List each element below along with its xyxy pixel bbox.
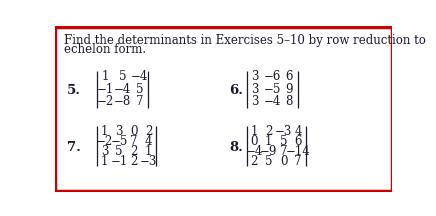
Text: 2: 2 bbox=[265, 125, 272, 138]
Text: 6.: 6. bbox=[229, 84, 243, 97]
Text: 7.: 7. bbox=[67, 141, 81, 154]
Text: 1: 1 bbox=[265, 135, 272, 148]
Text: 2: 2 bbox=[130, 155, 138, 168]
Text: 1: 1 bbox=[145, 145, 152, 157]
Text: 5: 5 bbox=[280, 135, 287, 148]
Text: −3: −3 bbox=[140, 155, 157, 168]
Text: −3: −3 bbox=[275, 125, 292, 138]
Text: −14: −14 bbox=[286, 145, 310, 157]
Text: 2: 2 bbox=[250, 155, 258, 168]
Text: −1: −1 bbox=[97, 83, 114, 95]
Text: 5: 5 bbox=[136, 83, 143, 95]
Text: 4: 4 bbox=[294, 125, 302, 138]
Text: −8: −8 bbox=[114, 95, 131, 108]
Text: 9: 9 bbox=[286, 83, 293, 95]
Text: 2: 2 bbox=[145, 125, 152, 138]
Text: 0: 0 bbox=[130, 125, 138, 138]
Text: 7: 7 bbox=[136, 95, 143, 108]
Text: 3: 3 bbox=[252, 70, 259, 83]
Text: 5: 5 bbox=[116, 145, 123, 157]
Text: 7: 7 bbox=[130, 135, 138, 148]
Text: −5: −5 bbox=[110, 135, 128, 148]
Text: 1: 1 bbox=[101, 125, 108, 138]
Text: 1: 1 bbox=[101, 155, 108, 168]
Text: −4: −4 bbox=[114, 83, 131, 95]
Text: 7: 7 bbox=[280, 145, 287, 157]
Text: 3: 3 bbox=[116, 125, 123, 138]
Text: −4: −4 bbox=[245, 145, 263, 157]
Text: 4: 4 bbox=[145, 135, 153, 148]
Text: 5: 5 bbox=[119, 70, 126, 83]
Text: 7: 7 bbox=[294, 155, 302, 168]
Text: 1: 1 bbox=[250, 125, 258, 138]
Text: −2: −2 bbox=[96, 135, 113, 148]
Text: −5: −5 bbox=[264, 83, 281, 95]
Text: −9: −9 bbox=[260, 145, 277, 157]
Text: 6: 6 bbox=[294, 135, 302, 148]
Text: −4: −4 bbox=[264, 95, 281, 108]
Text: 3: 3 bbox=[101, 145, 108, 157]
Text: 8.: 8. bbox=[229, 141, 243, 154]
Text: 0: 0 bbox=[250, 135, 258, 148]
Text: −2: −2 bbox=[97, 95, 114, 108]
Text: Find the determinants in Exercises 5–10 by row reduction to: Find the determinants in Exercises 5–10 … bbox=[64, 34, 426, 47]
Text: 5: 5 bbox=[265, 155, 272, 168]
Text: 0: 0 bbox=[280, 155, 287, 168]
Text: 1: 1 bbox=[102, 70, 109, 83]
Text: 8: 8 bbox=[286, 95, 293, 108]
Text: −6: −6 bbox=[264, 70, 281, 83]
Text: 2: 2 bbox=[130, 145, 138, 157]
Text: echelon form.: echelon form. bbox=[64, 43, 146, 56]
Text: 6: 6 bbox=[286, 70, 293, 83]
Text: −4: −4 bbox=[131, 70, 148, 83]
Text: −1: −1 bbox=[111, 155, 128, 168]
Text: 3: 3 bbox=[252, 83, 259, 95]
Text: 3: 3 bbox=[252, 95, 259, 108]
Text: 5.: 5. bbox=[67, 84, 81, 97]
